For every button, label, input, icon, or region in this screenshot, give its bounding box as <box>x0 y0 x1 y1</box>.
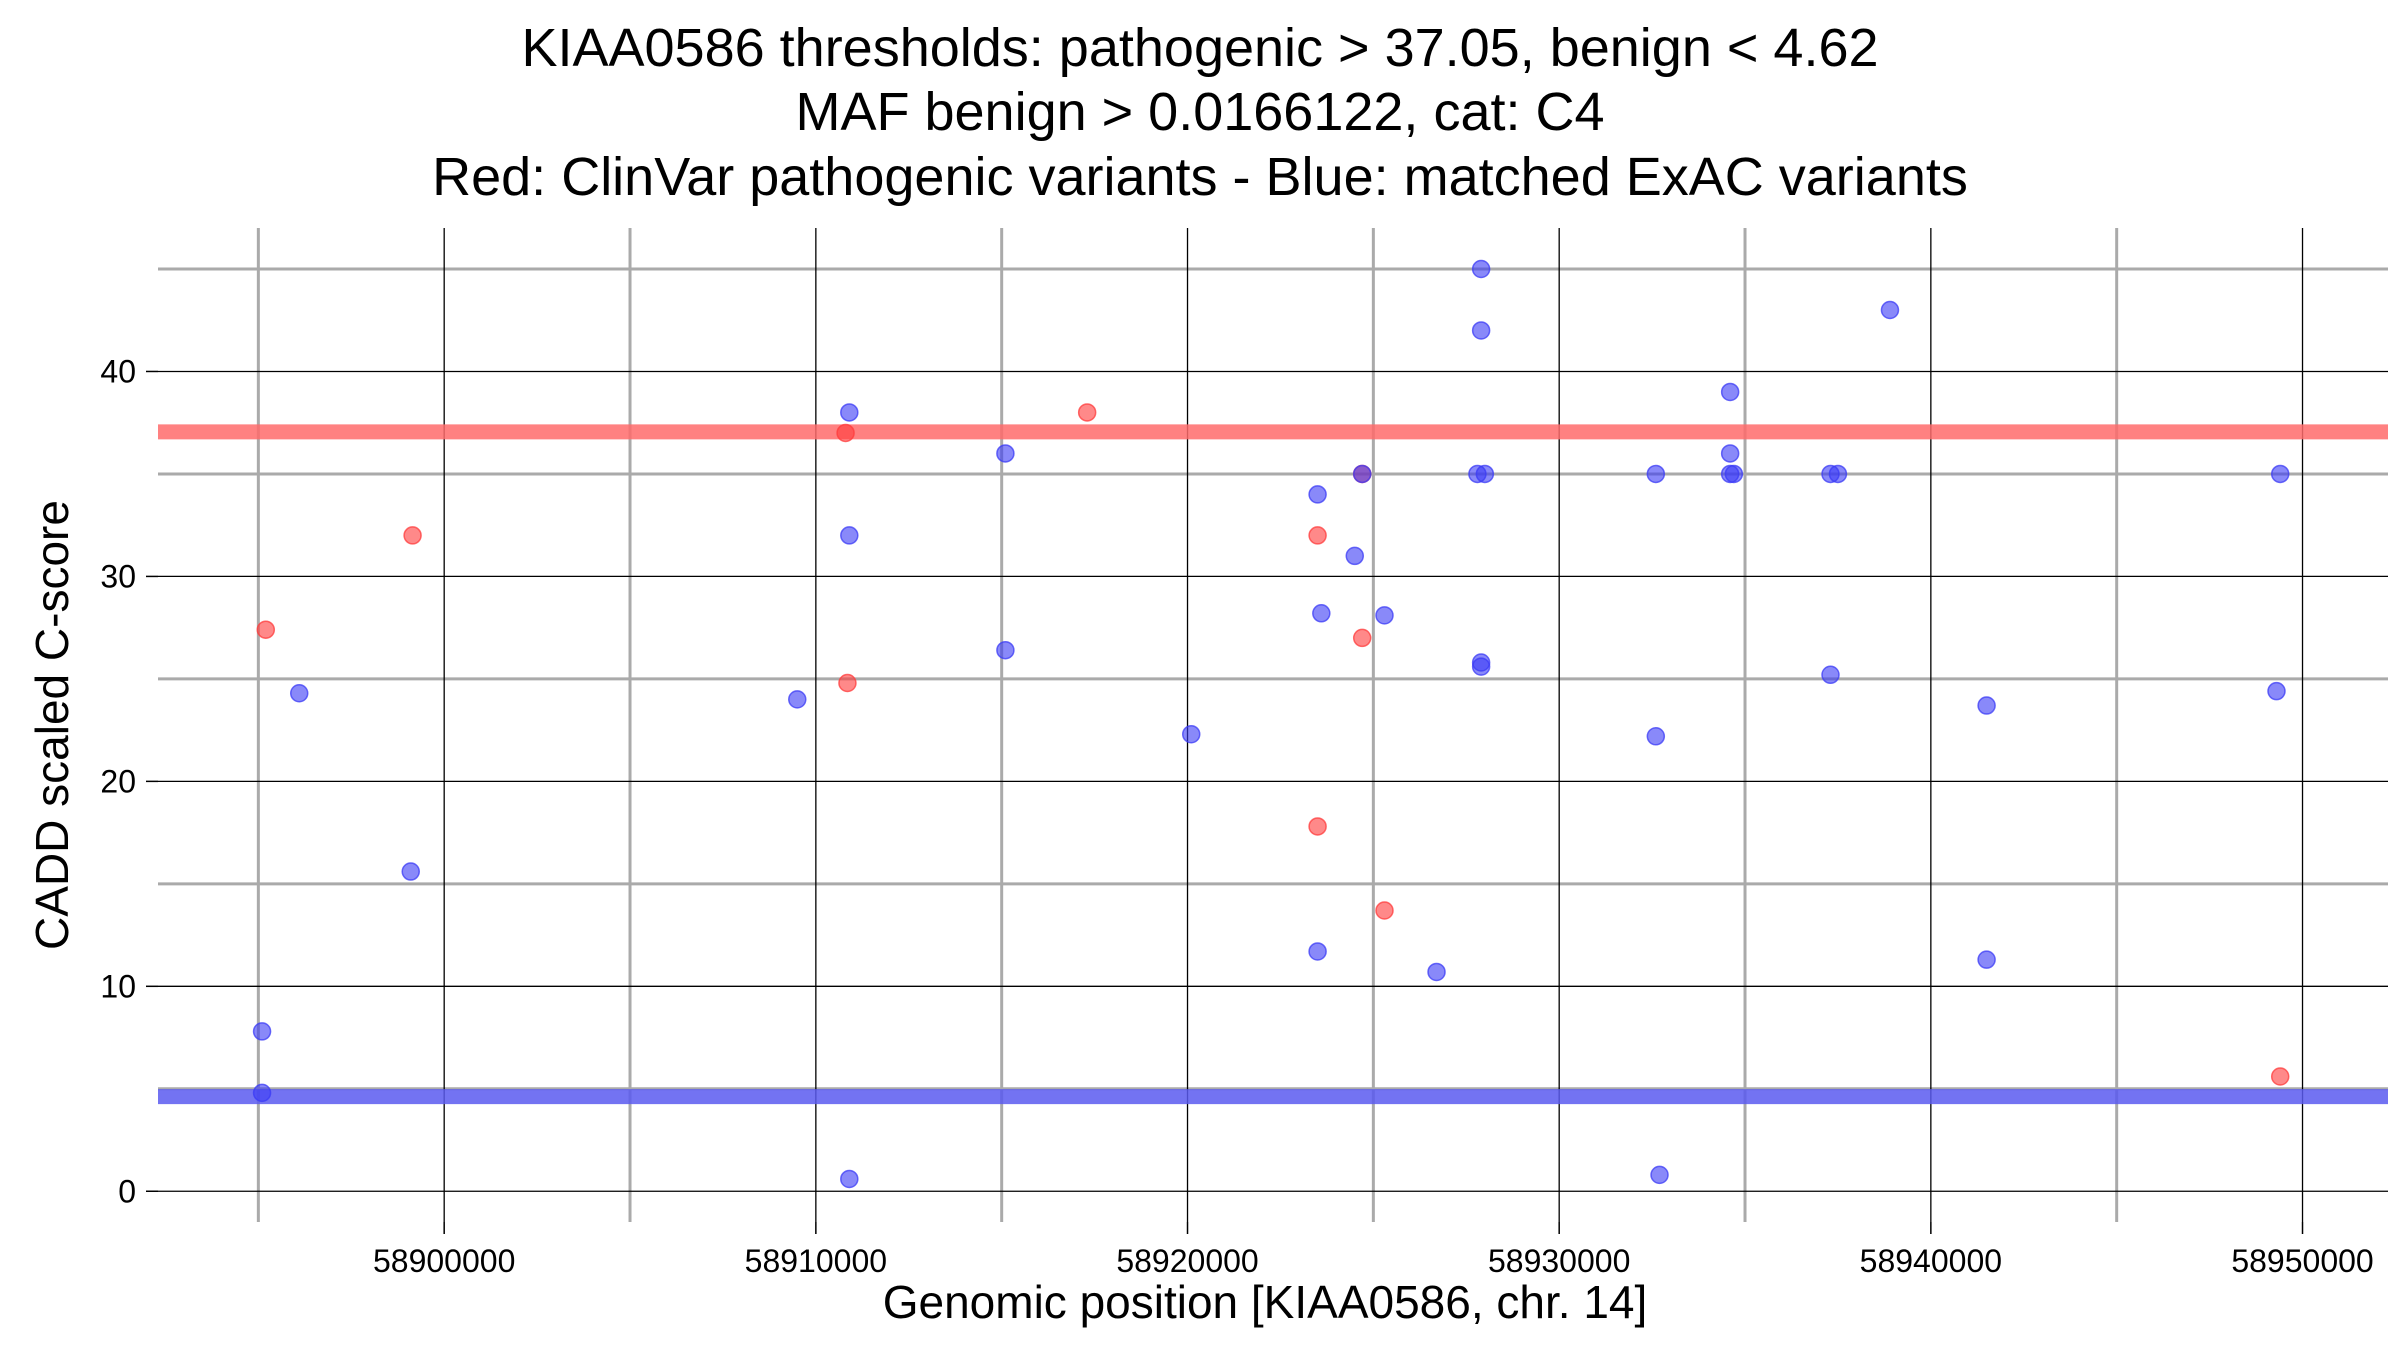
exac-point <box>840 526 859 545</box>
data-points <box>252 259 2290 1189</box>
exac-point <box>1308 942 1327 961</box>
threshold-lines <box>158 424 2388 1105</box>
exac-point <box>1720 382 1740 402</box>
exac-point <box>2267 681 2286 701</box>
exac-point <box>1471 657 1491 676</box>
x-tick-label: 58910000 <box>745 1243 887 1279</box>
y-tick-label: 10 <box>100 968 136 1004</box>
y-tick-label: 30 <box>100 558 136 594</box>
exac-point <box>1352 464 1372 484</box>
clinvar-point <box>1375 901 1394 920</box>
clinvar-point <box>2270 1067 2290 1086</box>
x-tick-label: 58930000 <box>1488 1243 1630 1279</box>
exac-point <box>1828 464 1848 484</box>
exac-point <box>1471 321 1491 340</box>
exac-point <box>1475 464 1495 484</box>
exac-point <box>1724 464 1744 484</box>
exac-point <box>1977 696 1996 715</box>
exac-point <box>1375 606 1394 625</box>
exac-point <box>252 1083 272 1103</box>
exac-point <box>1312 604 1331 623</box>
exac-point <box>252 1022 272 1041</box>
clinvar-point <box>256 620 276 639</box>
exac-point <box>1650 1165 1669 1185</box>
clinvar-point <box>1308 817 1327 836</box>
x-tick-label: 58950000 <box>2231 1243 2373 1279</box>
x-tick-label: 58940000 <box>1860 1243 2002 1279</box>
chart-title-line-3: Red: ClinVar pathogenic variants - Blue:… <box>432 147 1968 207</box>
y-tick-label: 0 <box>118 1173 136 1209</box>
exac-point <box>1308 485 1327 504</box>
x-tick-label: 58920000 <box>1116 1243 1258 1279</box>
axis-ticks: 58900000 58910000 58920000 58930000 58940000… <box>100 353 2373 1279</box>
exac-point <box>1646 727 1666 746</box>
chart-title-line-2: MAF benign > 0.0166122, cat: C4 <box>795 82 1604 142</box>
exac-point <box>840 1169 859 1189</box>
exac-point <box>1646 464 1666 484</box>
exac-point <box>1427 962 1446 982</box>
clinvar-point <box>403 526 422 545</box>
x-axis-label: Genomic position [KIAA0586, chr. 14] <box>883 1276 1648 1328</box>
minor-gridlines <box>158 228 2388 1222</box>
exac-point <box>2270 464 2290 484</box>
exac-point <box>1181 724 1201 744</box>
exac-point <box>1471 259 1491 279</box>
y-tick-label: 20 <box>100 763 136 799</box>
exac-point <box>1720 444 1740 463</box>
exac-point <box>1880 300 1900 320</box>
exac-point <box>996 640 1015 660</box>
y-axis-label: CADD scaled C-score <box>26 500 78 950</box>
exac-point <box>1345 546 1365 566</box>
chart-title-line-1: KIAA0586 thresholds: pathogenic > 37.05,… <box>521 18 1878 78</box>
clinvar-point <box>1077 403 1097 422</box>
y-tick-label: 40 <box>100 353 136 389</box>
exac-point <box>289 683 309 703</box>
exac-point <box>1821 665 1840 685</box>
clinvar-point <box>1352 628 1372 648</box>
exac-point <box>788 690 807 709</box>
exac-point <box>1977 950 1996 969</box>
chart-title: KIAA0586 thresholds: pathogenic > 37.05,… <box>432 18 1968 207</box>
exac-point <box>996 444 1015 463</box>
exac-point <box>401 862 420 881</box>
clinvar-point <box>1308 526 1327 545</box>
x-tick-label: 58900000 <box>373 1243 515 1279</box>
clinvar-point <box>836 423 855 443</box>
exac-point <box>840 403 859 422</box>
clinvar-point <box>838 673 857 693</box>
major-gridlines <box>158 228 2388 1222</box>
